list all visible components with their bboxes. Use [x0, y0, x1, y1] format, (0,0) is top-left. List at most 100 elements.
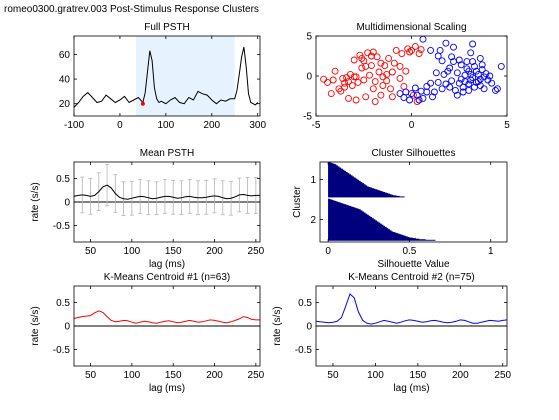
mds-point-cluster1	[337, 87, 345, 95]
mds-point-cluster2	[457, 75, 465, 83]
mds-point-cluster2	[463, 65, 471, 73]
silhouettes-bar-cluster1	[328, 169, 343, 171]
silhouettes-title: Cluster Silhouettes	[372, 148, 456, 159]
centroid1-xlabel: lag (ms)	[149, 383, 185, 394]
mds-point-cluster1	[341, 83, 349, 91]
silhouettes-ylabel: Cluster	[292, 185, 303, 217]
silhouettes-bar-cluster1	[328, 195, 400, 197]
silhouettes-bar-cluster1	[328, 195, 397, 197]
silhouettes-bar-cluster2	[328, 228, 389, 230]
mds-point-cluster2	[465, 86, 473, 94]
silhouettes-bar-cluster2	[328, 235, 407, 237]
mds-point-cluster2	[493, 85, 501, 93]
mds-point-cluster2	[442, 39, 450, 47]
silhouettes-bar-cluster2	[328, 234, 403, 236]
mds-ytick-label: 0	[306, 72, 312, 83]
silhouettes-bar-cluster2	[328, 213, 368, 215]
silhouettes-bar-cluster2	[328, 222, 379, 223]
mds-point-cluster2	[476, 54, 484, 62]
mds-point-cluster1	[346, 70, 354, 78]
mds-point-cluster2	[432, 69, 440, 77]
silhouettes-bar-cluster2	[328, 204, 348, 206]
silhouettes-bar-cluster2	[328, 225, 384, 227]
silhouettes-bar-cluster2	[328, 238, 416, 240]
mds-point-cluster2	[471, 62, 478, 70]
silhouettes-bar-cluster2	[328, 233, 399, 235]
silhouettes-bar-cluster1	[328, 179, 360, 181]
mds-point-cluster1	[320, 75, 328, 83]
silhouettes-bar-cluster1	[328, 163, 334, 165]
silhouettes-bar-cluster1	[328, 165, 338, 167]
silhouettes-bar-cluster2	[328, 207, 356, 209]
mds-point-cluster2	[406, 96, 414, 104]
mds-point-cluster1	[390, 59, 398, 67]
mds-point-cluster1	[354, 78, 362, 86]
silhouettes-bar-cluster2	[328, 198, 330, 200]
mds-point-cluster2	[446, 83, 454, 91]
silhouettes-bar-cluster1	[328, 185, 368, 187]
silhouettes-bar-cluster2	[328, 217, 373, 219]
silhouettes-bar-cluster1	[328, 177, 355, 178]
mds-xtick-label: -5	[312, 120, 321, 131]
silhouettes-bar-cluster2	[328, 239, 436, 241]
mds-point-cluster2	[482, 70, 490, 78]
mds-point-cluster2	[497, 62, 505, 70]
mds-point-cluster1	[388, 68, 396, 76]
silhouettes-bar-cluster2	[328, 230, 392, 232]
mean-psth-xtick-label: 100	[124, 246, 141, 257]
silhouettes-bar-cluster1	[328, 181, 361, 183]
mds-point-cluster1	[360, 76, 368, 84]
centroid1-series-line	[73, 310, 260, 324]
silhouettes-bar-cluster2	[328, 202, 340, 203]
mds-point-cluster2	[427, 46, 435, 54]
silhouettes-bar-cluster2	[328, 227, 387, 229]
silhouettes-bar-cluster1	[328, 177, 356, 179]
mds-point-cluster2	[474, 78, 482, 86]
silhouettes-bar-cluster2	[328, 199, 332, 201]
silhouettes-bar-cluster1	[328, 172, 348, 173]
mds-point-cluster2	[467, 49, 475, 57]
silhouettes-bar-cluster1	[328, 168, 342, 170]
silhouettes-xlabel: Silhouette Value	[377, 259, 450, 270]
mds-point-cluster1	[377, 59, 385, 67]
full-psth-xtick-label: 300	[249, 120, 266, 131]
mds-point-cluster1	[371, 78, 379, 86]
silhouettes-bar-cluster2	[328, 224, 382, 226]
mean-psth-ytick-label: 0	[64, 198, 70, 209]
silhouettes-ytick-label: 2	[310, 215, 316, 226]
silhouettes-bar-cluster2	[328, 233, 400, 235]
silhouettes-bar-cluster1	[328, 185, 368, 187]
centroid2-xtick-label: 50	[327, 370, 339, 381]
mds-point-cluster2	[450, 43, 457, 51]
silhouettes-bar-cluster2	[328, 219, 376, 221]
centroid1-ytick-label: 0.5	[56, 298, 70, 309]
mds-point-cluster1	[345, 78, 352, 86]
centroid2-xtick-label: 150	[410, 370, 427, 381]
centroid2-panel: K-Means Centroid #2 (n=75) 50 100 150 200 250…	[272, 272, 512, 394]
mds-point-cluster1	[387, 85, 394, 93]
mds-point-cluster1	[383, 70, 391, 78]
mds-point-cluster1	[398, 50, 406, 58]
mds-point-cluster1	[396, 62, 404, 70]
mds-point-cluster1	[348, 82, 356, 90]
mds-point-cluster1	[362, 62, 370, 70]
silhouettes-bar-cluster1	[328, 189, 379, 191]
silhouettes-bar-cluster1	[328, 172, 348, 174]
full-psth-ytick-label: 20	[59, 99, 71, 110]
silhouettes-bar-cluster1	[328, 176, 355, 178]
mds-point-cluster2	[402, 88, 410, 96]
silhouettes-bar-cluster2	[328, 220, 377, 222]
silhouettes-bar-cluster2	[328, 209, 361, 211]
centroid2-xtick-label: 100	[367, 370, 384, 381]
silhouettes-bar-cluster2	[328, 210, 363, 212]
centroid2-xtick-label: 200	[452, 370, 469, 381]
silhouettes-bar-cluster2	[328, 213, 366, 215]
silhouettes-bar-cluster1	[328, 167, 342, 169]
silhouettes-bar-cluster1	[328, 191, 384, 193]
mds-point-cluster1	[350, 73, 358, 81]
silhouettes-bar-cluster2	[328, 227, 387, 228]
mds-point-cluster1	[367, 62, 375, 70]
mean-psth-ytick-label: 0.5	[56, 174, 70, 185]
silhouettes-bar-cluster1	[328, 192, 387, 194]
silhouettes-bar-cluster1	[328, 162, 330, 163]
